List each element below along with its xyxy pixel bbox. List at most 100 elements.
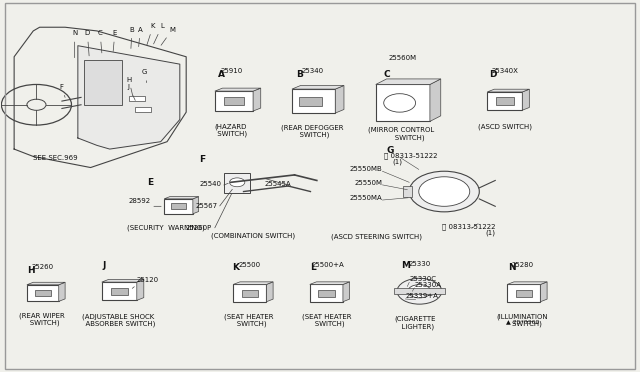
Text: 25567: 25567 — [196, 203, 218, 209]
Circle shape — [409, 171, 479, 212]
Polygon shape — [343, 282, 349, 302]
Bar — [376, 84, 430, 121]
Polygon shape — [508, 282, 547, 285]
Polygon shape — [292, 86, 344, 89]
Bar — [215, 91, 253, 111]
Text: (ILLUMINATION
    SWITCH): (ILLUMINATION SWITCH) — [497, 313, 548, 327]
Bar — [164, 199, 193, 214]
Circle shape — [408, 285, 431, 298]
Text: (REAR DEFOGGER
  SWITCH): (REAR DEFOGGER SWITCH) — [281, 124, 344, 138]
Text: M: M — [401, 261, 411, 270]
Text: (HAZARD
 SWITCH): (HAZARD SWITCH) — [214, 123, 247, 137]
Text: A: A — [138, 27, 143, 46]
Text: L: L — [154, 23, 164, 44]
Text: 25500+A: 25500+A — [311, 262, 344, 268]
Text: 25910: 25910 — [221, 68, 243, 74]
Text: C: C — [98, 31, 102, 53]
Text: 25540: 25540 — [199, 181, 221, 187]
Circle shape — [384, 94, 415, 112]
Polygon shape — [137, 279, 144, 300]
Text: (ASCD STEERING SWITCH): (ASCD STEERING SWITCH) — [331, 233, 422, 240]
Bar — [318, 290, 335, 296]
Text: D: D — [84, 31, 90, 56]
Bar — [394, 288, 445, 294]
Bar — [225, 173, 250, 193]
Text: B: B — [296, 70, 303, 79]
Polygon shape — [487, 89, 529, 92]
Text: ▲ 25*0360: ▲ 25*0360 — [506, 319, 540, 324]
Polygon shape — [59, 282, 65, 301]
Text: SEE SEC.969: SEE SEC.969 — [33, 155, 78, 161]
Text: (1): (1) — [485, 230, 495, 236]
Polygon shape — [540, 282, 547, 302]
Polygon shape — [310, 282, 349, 285]
Text: (ASCD SWITCH): (ASCD SWITCH) — [478, 123, 532, 130]
Text: J: J — [102, 261, 106, 270]
Text: (COMBINATION SWITCH): (COMBINATION SWITCH) — [211, 232, 295, 239]
Text: D: D — [489, 70, 497, 79]
Text: 25550M: 25550M — [355, 180, 383, 186]
Bar — [35, 290, 51, 296]
Bar — [508, 285, 540, 302]
Bar — [27, 285, 59, 301]
Polygon shape — [335, 86, 344, 113]
Text: N: N — [508, 263, 516, 272]
Bar — [225, 97, 244, 105]
Polygon shape — [27, 282, 65, 285]
Text: 25120: 25120 — [136, 277, 159, 283]
Text: J: J — [128, 84, 135, 100]
Text: 25330C: 25330C — [409, 276, 436, 282]
Text: 28592: 28592 — [129, 198, 151, 203]
Polygon shape — [234, 282, 273, 285]
Text: Ⓢ 08313-51222: Ⓢ 08313-51222 — [442, 224, 495, 230]
Text: (ADJUSTABLE SHOCK
  ABSORBER SWITCH): (ADJUSTABLE SHOCK ABSORBER SWITCH) — [81, 313, 155, 327]
Text: 25330A: 25330A — [414, 282, 442, 288]
Polygon shape — [430, 79, 441, 121]
Text: (REAR WIPER
   SWITCH): (REAR WIPER SWITCH) — [19, 312, 65, 326]
Text: 25550MB: 25550MB — [349, 166, 383, 172]
Polygon shape — [193, 196, 198, 214]
Text: N: N — [72, 31, 77, 58]
Bar — [292, 89, 335, 113]
Bar — [111, 288, 128, 295]
Text: 25545A: 25545A — [265, 181, 291, 187]
Bar — [135, 107, 151, 112]
Text: E: E — [113, 31, 117, 51]
Bar — [298, 96, 323, 106]
Text: 25280: 25280 — [511, 262, 534, 268]
Text: B: B — [130, 27, 134, 48]
Text: 25340: 25340 — [301, 68, 323, 74]
Text: 25500: 25500 — [238, 262, 260, 268]
Text: F: F — [60, 84, 65, 97]
Bar — [487, 92, 522, 110]
Text: (SECURITY  WARNING): (SECURITY WARNING) — [127, 225, 205, 231]
Bar — [403, 186, 412, 197]
Circle shape — [419, 177, 470, 206]
Polygon shape — [266, 282, 273, 302]
Polygon shape — [102, 279, 144, 282]
Text: A: A — [218, 70, 225, 79]
Text: C: C — [384, 70, 390, 79]
Text: M: M — [161, 27, 175, 45]
Polygon shape — [376, 79, 441, 84]
Text: Ⓢ 08313-51222: Ⓢ 08313-51222 — [384, 152, 437, 159]
Text: 25339+A: 25339+A — [405, 293, 438, 299]
Text: H: H — [126, 77, 132, 96]
Text: 25560M: 25560M — [388, 55, 417, 61]
Polygon shape — [522, 89, 529, 110]
Text: L: L — [310, 263, 316, 272]
Bar — [496, 97, 513, 105]
Text: G: G — [387, 146, 394, 155]
Text: (MIRROR CONTROL
       SWITCH): (MIRROR CONTROL SWITCH) — [369, 127, 435, 141]
Bar — [516, 290, 532, 296]
Bar — [234, 285, 266, 302]
Text: E: E — [147, 178, 153, 187]
Text: G: G — [142, 69, 147, 83]
Text: K: K — [147, 23, 156, 45]
Text: 25550MA: 25550MA — [349, 195, 383, 201]
Text: (CIGARETTE
  LIGHTER): (CIGARETTE LIGHTER) — [395, 316, 436, 330]
Bar — [242, 290, 258, 296]
Polygon shape — [215, 88, 260, 91]
Bar — [129, 96, 145, 101]
Bar — [310, 285, 343, 302]
